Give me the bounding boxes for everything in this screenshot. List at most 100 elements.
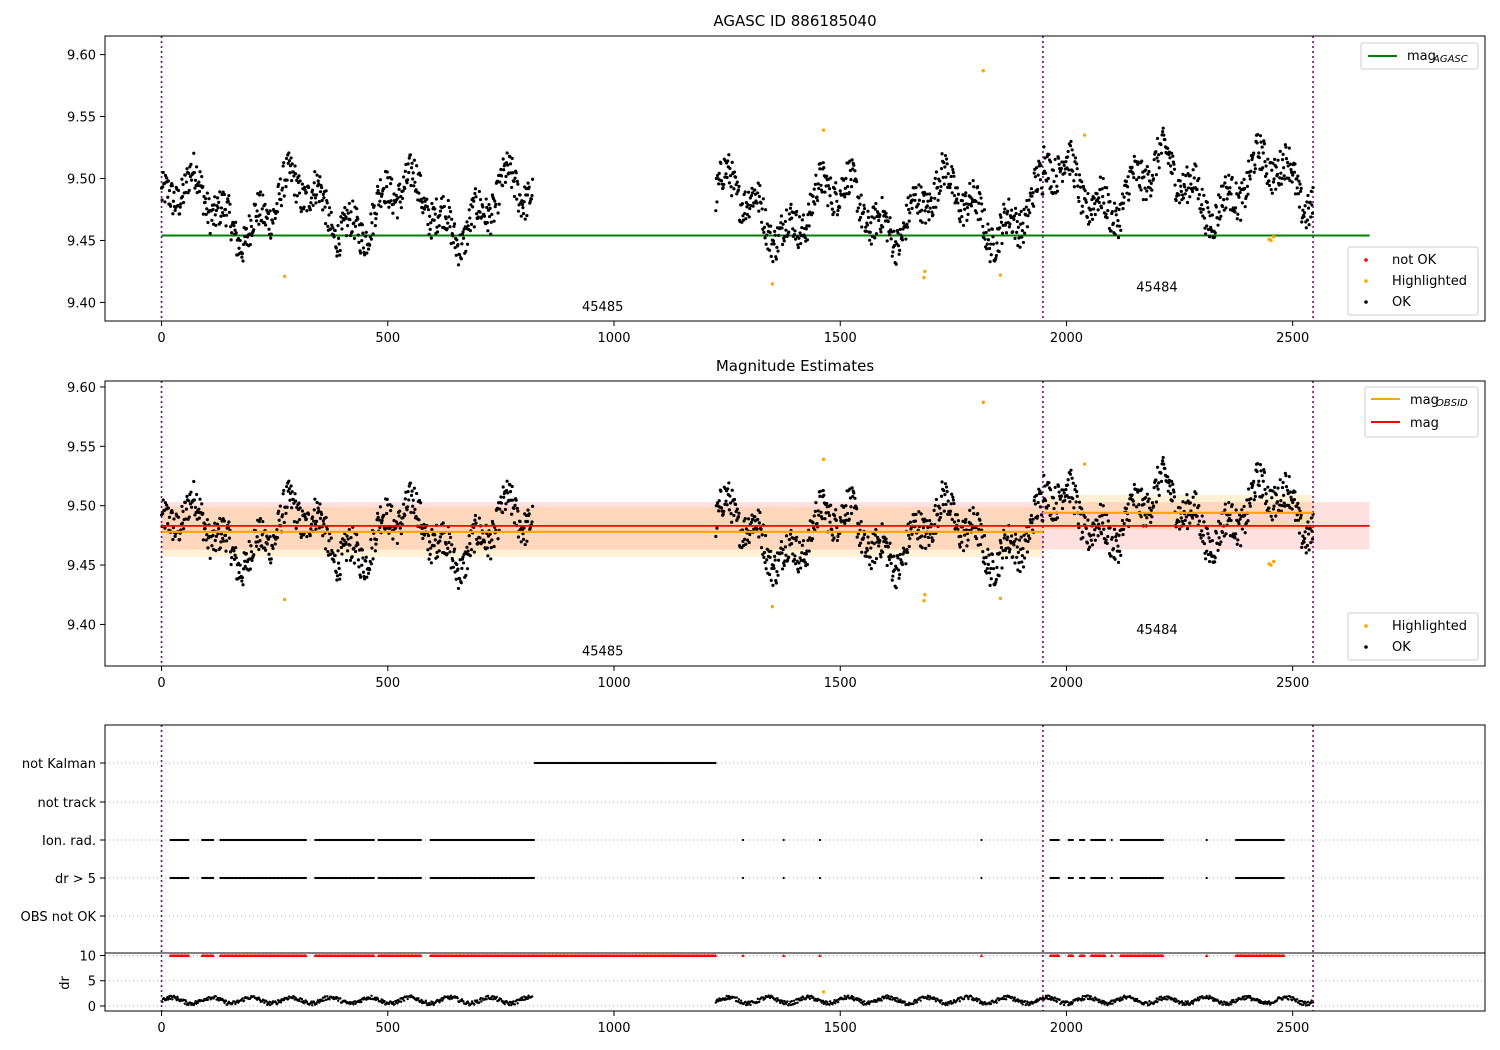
ok-point bbox=[784, 208, 789, 212]
ok-point bbox=[444, 542, 448, 546]
ok-point bbox=[805, 238, 810, 242]
ok-point bbox=[999, 541, 1003, 545]
ok-point bbox=[939, 167, 944, 171]
ok-point bbox=[1267, 506, 1271, 510]
dr-point bbox=[475, 999, 479, 1002]
ok-point bbox=[337, 566, 341, 571]
ok-point bbox=[1049, 160, 1053, 164]
ok-point bbox=[857, 196, 861, 200]
ok-point bbox=[744, 527, 748, 531]
ok-point bbox=[1229, 192, 1233, 196]
ok-point bbox=[1170, 479, 1174, 484]
ok-point bbox=[1306, 520, 1310, 524]
ok-point bbox=[1306, 206, 1311, 210]
ok-point bbox=[311, 203, 315, 207]
ok-point bbox=[178, 205, 182, 209]
ok-point bbox=[1297, 531, 1302, 535]
ok-point bbox=[1060, 506, 1065, 511]
ok-point bbox=[514, 171, 518, 175]
ok-point bbox=[287, 151, 291, 155]
x-tick-label: 1000 bbox=[597, 676, 630, 691]
ok-point bbox=[270, 218, 275, 223]
ok-point bbox=[755, 527, 759, 531]
ok-point bbox=[1036, 514, 1040, 518]
ok-point bbox=[1258, 134, 1263, 138]
ok-point bbox=[1194, 164, 1198, 168]
ok-point bbox=[425, 197, 429, 201]
ok-point bbox=[744, 217, 748, 221]
ok-point bbox=[445, 552, 449, 556]
ok-point bbox=[344, 234, 349, 238]
ok-point bbox=[1246, 487, 1251, 491]
ok-point bbox=[352, 546, 356, 550]
ok-point bbox=[815, 195, 819, 199]
ok-point bbox=[430, 528, 434, 532]
ok-point bbox=[382, 513, 386, 517]
ok-point bbox=[1188, 195, 1192, 199]
ok-point bbox=[721, 185, 725, 190]
ok-point bbox=[1068, 500, 1072, 504]
ok-point bbox=[229, 238, 233, 242]
ok-point bbox=[1166, 146, 1170, 150]
ok-point bbox=[926, 535, 931, 540]
ok-point bbox=[1045, 155, 1049, 159]
ok-point bbox=[200, 502, 204, 506]
ok-point bbox=[1214, 205, 1218, 209]
ok-point bbox=[223, 207, 228, 212]
ok-point bbox=[1031, 191, 1035, 195]
ok-point bbox=[468, 541, 472, 546]
ok-point bbox=[779, 221, 783, 225]
ok-point bbox=[868, 230, 872, 234]
obsid-label: 45484 bbox=[1136, 280, 1177, 295]
ok-point bbox=[832, 536, 836, 540]
ok-point bbox=[834, 192, 838, 196]
dr-point bbox=[328, 998, 331, 1001]
ok-point bbox=[1263, 160, 1267, 164]
dr-point bbox=[495, 995, 498, 999]
ok-point bbox=[905, 222, 909, 226]
ok-point bbox=[1188, 521, 1192, 525]
ok-point bbox=[1151, 177, 1156, 181]
dr-point bbox=[473, 1003, 476, 1006]
flag-point bbox=[212, 876, 215, 880]
ok-point bbox=[943, 165, 947, 169]
ok-point bbox=[913, 519, 918, 523]
ok-point bbox=[1149, 194, 1153, 198]
ok-point bbox=[1275, 500, 1280, 504]
ok-point bbox=[1246, 159, 1251, 163]
ok-point bbox=[161, 170, 165, 175]
dr-point bbox=[214, 995, 218, 998]
ok-point bbox=[1260, 473, 1264, 478]
ok-point bbox=[1270, 191, 1274, 195]
ok-point bbox=[1282, 174, 1286, 178]
ok-point bbox=[727, 181, 731, 185]
ok-point bbox=[878, 227, 883, 231]
ok-point bbox=[1059, 166, 1063, 170]
ok-point bbox=[931, 538, 935, 542]
ok-point bbox=[966, 538, 970, 542]
dr-point bbox=[790, 999, 794, 1003]
ok-point bbox=[730, 194, 734, 198]
ok-point bbox=[407, 170, 411, 175]
highlighted-point bbox=[923, 593, 927, 597]
ok-point bbox=[1240, 181, 1244, 185]
ok-point bbox=[349, 210, 353, 214]
ok-point bbox=[514, 498, 518, 502]
ok-point bbox=[426, 222, 430, 227]
ok-point bbox=[298, 506, 302, 510]
ok-point bbox=[525, 213, 529, 218]
ok-point bbox=[374, 217, 378, 221]
ok-point bbox=[990, 227, 994, 231]
ok-point bbox=[508, 483, 512, 487]
ok-point bbox=[930, 536, 934, 540]
ok-point bbox=[377, 191, 381, 196]
ok-point bbox=[263, 202, 267, 206]
ok-point bbox=[338, 253, 342, 257]
ok-point bbox=[806, 202, 811, 206]
ok-point bbox=[180, 521, 185, 525]
ok-point bbox=[188, 492, 192, 497]
ok-point bbox=[873, 533, 877, 537]
dr-point bbox=[485, 997, 488, 1001]
ok-point bbox=[297, 174, 301, 178]
ok-point bbox=[765, 233, 769, 237]
